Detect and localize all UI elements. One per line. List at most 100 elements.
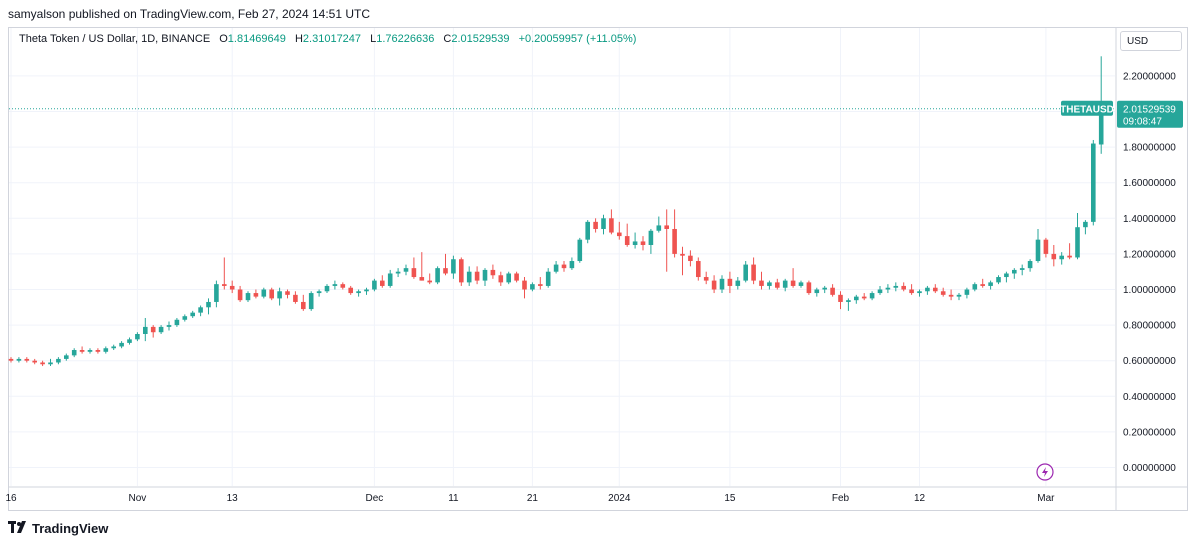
candle[interactable] — [538, 277, 543, 290]
candle[interactable] — [767, 280, 772, 290]
candle[interactable] — [964, 287, 970, 299]
candle[interactable] — [822, 285, 827, 294]
candle[interactable] — [688, 250, 693, 267]
candle[interactable] — [411, 257, 417, 279]
candle[interactable] — [545, 268, 551, 288]
candle[interactable] — [222, 257, 227, 290]
candle[interactable] — [32, 358, 37, 365]
candle[interactable] — [743, 261, 748, 283]
candle[interactable] — [522, 277, 527, 299]
candle[interactable] — [1083, 220, 1088, 235]
candle[interactable] — [387, 269, 393, 288]
candle[interactable] — [466, 266, 472, 286]
candle[interactable] — [498, 271, 504, 286]
candle[interactable] — [909, 284, 914, 295]
candle[interactable] — [751, 257, 756, 285]
candle[interactable] — [988, 280, 993, 290]
candle[interactable] — [71, 348, 77, 358]
candle[interactable] — [680, 246, 685, 276]
candle[interactable] — [474, 266, 480, 285]
candle[interactable] — [1091, 139, 1096, 226]
candle[interactable] — [703, 271, 709, 285]
candle[interactable] — [206, 298, 211, 315]
candle[interactable] — [40, 360, 45, 367]
candle[interactable] — [846, 298, 851, 311]
candle[interactable] — [1051, 245, 1057, 267]
candle[interactable] — [798, 280, 804, 288]
candle[interactable] — [150, 325, 156, 338]
candle[interactable] — [577, 237, 583, 263]
candle[interactable] — [451, 255, 456, 279]
candle[interactable] — [269, 287, 274, 301]
candle[interactable] — [917, 289, 922, 297]
candle[interactable] — [348, 285, 353, 295]
candle[interactable] — [1004, 271, 1009, 283]
candle[interactable] — [530, 282, 535, 292]
candle[interactable] — [443, 253, 448, 276]
candle[interactable] — [601, 214, 606, 235]
candle[interactable] — [174, 317, 180, 327]
candle[interactable] — [719, 275, 725, 294]
candle[interactable] — [190, 310, 195, 318]
candle[interactable] — [925, 285, 930, 295]
candle[interactable] — [8, 357, 14, 363]
candle[interactable] — [395, 268, 401, 278]
candle[interactable] — [119, 341, 124, 349]
candle[interactable] — [64, 353, 69, 361]
candle[interactable] — [940, 287, 946, 297]
symbol-title[interactable]: Theta Token / US Dollar, 1D, BINANCE — [19, 33, 211, 45]
candle[interactable] — [356, 289, 361, 297]
candle[interactable] — [624, 223, 630, 247]
candle[interactable] — [111, 344, 116, 351]
candle[interactable] — [830, 284, 835, 297]
candle[interactable] — [514, 271, 519, 283]
candle[interactable] — [893, 282, 899, 292]
candle[interactable] — [277, 287, 282, 306]
candle[interactable] — [782, 278, 788, 292]
candle[interactable] — [214, 280, 219, 308]
candle[interactable] — [490, 264, 496, 279]
candle[interactable] — [380, 275, 385, 288]
candle[interactable] — [95, 348, 101, 354]
candle[interactable] — [1059, 252, 1064, 265]
candle[interactable] — [403, 264, 409, 276]
candle[interactable] — [229, 280, 235, 294]
candle[interactable] — [459, 257, 464, 286]
candle[interactable] — [308, 291, 314, 311]
candle[interactable] — [285, 289, 290, 299]
candle[interactable] — [158, 325, 164, 334]
alert-icon[interactable] — [1036, 463, 1054, 481]
candle[interactable] — [901, 282, 906, 292]
candle[interactable] — [814, 287, 820, 297]
candle[interactable] — [1043, 237, 1049, 258]
candle[interactable] — [1035, 228, 1041, 263]
candle[interactable] — [143, 317, 148, 342]
candle[interactable] — [293, 291, 298, 304]
candle[interactable] — [861, 293, 867, 301]
candle[interactable] — [933, 284, 938, 294]
candle[interactable] — [696, 257, 701, 281]
candle[interactable] — [435, 266, 440, 285]
candle[interactable] — [316, 289, 322, 297]
candle[interactable] — [1019, 264, 1025, 276]
candle[interactable] — [585, 220, 590, 244]
candle[interactable] — [609, 209, 614, 235]
candle[interactable] — [790, 268, 796, 288]
candle[interactable] — [956, 293, 962, 301]
candle[interactable] — [79, 346, 85, 354]
candle[interactable] — [16, 357, 22, 363]
candle[interactable] — [332, 280, 338, 290]
candle[interactable] — [617, 221, 622, 240]
tradingview-logo[interactable]: TradingView — [8, 519, 108, 537]
candle[interactable] — [561, 261, 567, 272]
candle[interactable] — [640, 236, 646, 251]
candle[interactable] — [427, 273, 432, 285]
candle[interactable] — [372, 278, 377, 292]
candle[interactable] — [885, 284, 891, 294]
candle[interactable] — [245, 291, 251, 302]
candle[interactable] — [806, 280, 812, 295]
candle[interactable] — [87, 348, 93, 354]
candle[interactable] — [672, 209, 677, 258]
candle[interactable] — [340, 282, 346, 290]
